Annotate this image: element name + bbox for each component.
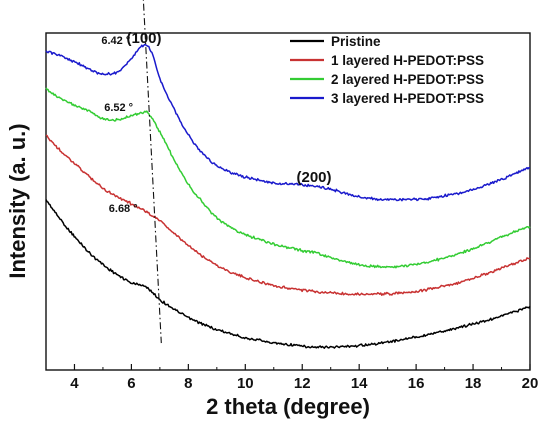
series-layer — [45, 43, 531, 349]
x-tick-label-4: 4 — [70, 375, 79, 392]
x-axis-title: 2 theta (degree) — [206, 394, 370, 419]
peak-position-label-1: 6.42 ° — [101, 35, 130, 47]
peak-position-label-2: 6.52 ° — [104, 102, 133, 114]
series-line-1-layered-h-pedot-pss — [45, 134, 531, 296]
series-line-2-layered-h-pedot-pss — [45, 87, 531, 269]
series-line-3-layered-h-pedot-pss — [45, 43, 531, 202]
x-tick-label-14: 14 — [351, 375, 368, 392]
peak-label-200: (200) — [296, 169, 331, 186]
peak-label-100: (100) — [126, 30, 161, 47]
guide-layer — [142, 0, 162, 344]
series-line-pristine — [45, 199, 531, 349]
legend: Pristine 1 layered H-PEDOT:PSS 2 layered… — [290, 34, 484, 106]
x-tick-label-10: 10 — [237, 375, 254, 392]
legend-label-2-layered: 2 layered H-PEDOT:PSS — [331, 72, 484, 87]
x-tick-label-8: 8 — [184, 375, 192, 392]
x-axis: 4 6 8 10 12 14 16 18 20 — [45, 364, 539, 392]
legend-label-3-layered: 3 layered H-PEDOT:PSS — [331, 91, 484, 106]
peak-shift-guide-line — [142, 0, 162, 344]
x-tick-label-6: 6 — [127, 375, 135, 392]
plot-frame — [45, 32, 531, 371]
legend-label-pristine: Pristine — [331, 34, 381, 49]
x-tick-label-16: 16 — [408, 375, 425, 392]
x-tick-label-12: 12 — [294, 375, 311, 392]
legend-label-1-layered: 1 layered H-PEDOT:PSS — [331, 53, 484, 68]
peak-position-label-3: 6.68 ° — [109, 203, 138, 215]
x-tick-label-18: 18 — [465, 375, 482, 392]
annotation-layer: (100) (200) 6.42 ° 6.52 ° 6.68 ° — [101, 30, 331, 215]
x-tick-label-20: 20 — [522, 375, 539, 392]
y-axis-title: Intensity (a. u.) — [5, 123, 30, 278]
